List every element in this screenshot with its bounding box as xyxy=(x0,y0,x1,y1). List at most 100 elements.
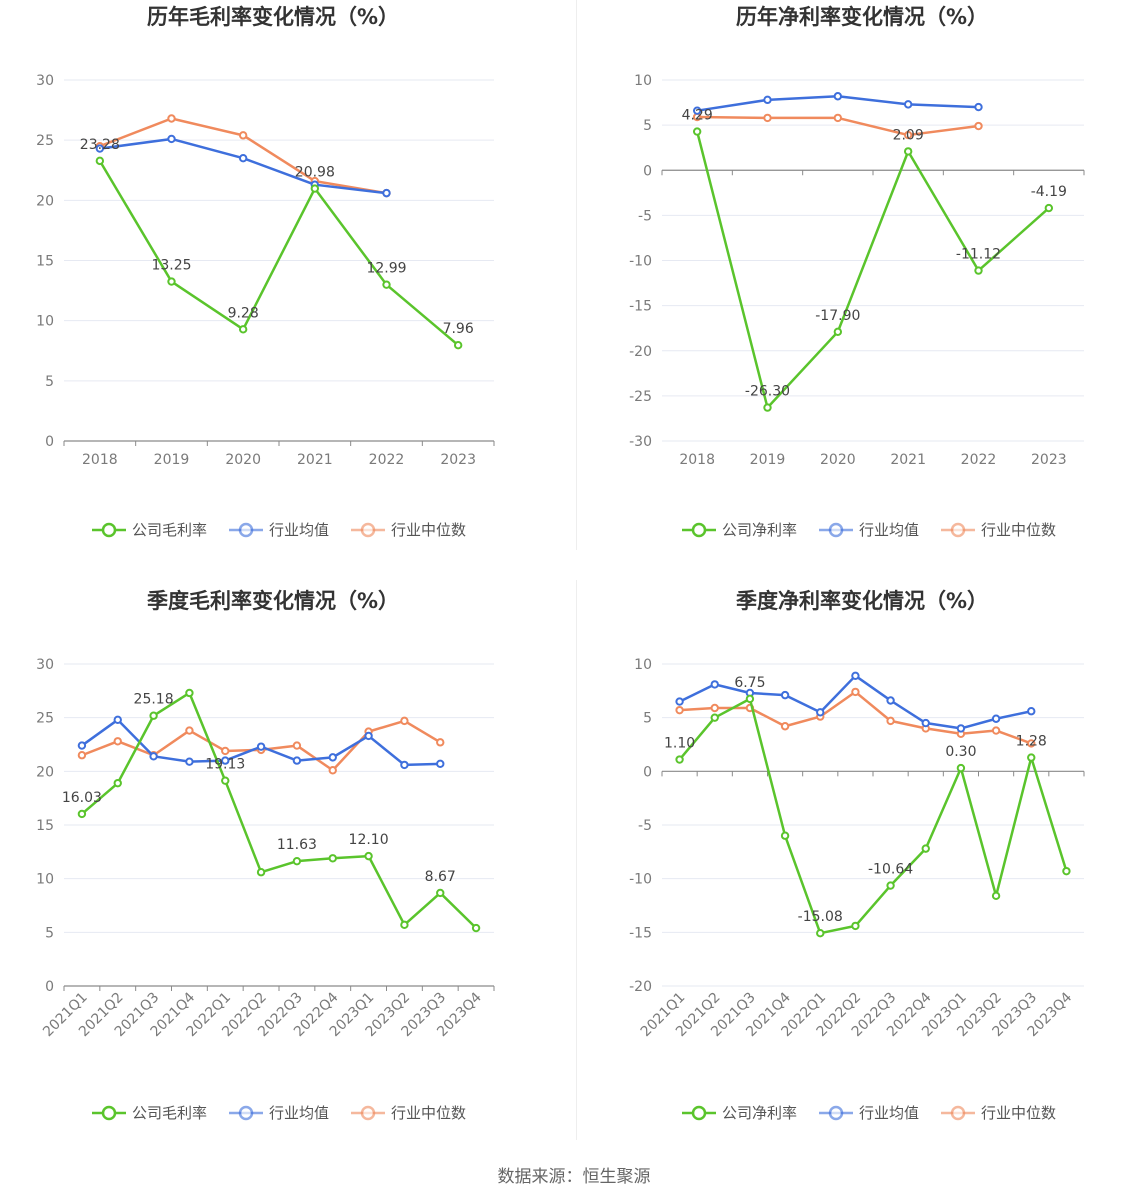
legend-item-company[interactable]: 公司净利率 xyxy=(682,1104,797,1122)
company-point[interactable] xyxy=(833,327,843,336)
average-point[interactable] xyxy=(292,756,302,765)
company-point[interactable] xyxy=(692,127,702,136)
average-point[interactable] xyxy=(77,741,87,750)
company-point[interactable] xyxy=(763,403,772,412)
average-point[interactable] xyxy=(921,718,930,728)
legend-item-average[interactable]: 行业均值 xyxy=(229,521,329,539)
company-point[interactable] xyxy=(1062,866,1071,876)
median-point[interactable] xyxy=(1027,739,1036,748)
average-point[interactable] xyxy=(256,742,266,751)
company-point[interactable] xyxy=(780,831,790,840)
company-point[interactable] xyxy=(185,688,194,698)
legend-marker xyxy=(950,1105,966,1121)
average-point[interactable] xyxy=(1027,707,1036,716)
company-point[interactable] xyxy=(1044,203,1054,213)
average-point[interactable] xyxy=(400,760,409,770)
median-point[interactable] xyxy=(833,113,843,123)
company-point[interactable] xyxy=(471,923,481,933)
legend-item-company[interactable]: 公司毛利率 xyxy=(92,521,207,539)
company-point[interactable] xyxy=(364,851,373,861)
company-point[interactable] xyxy=(328,854,337,863)
company-point[interactable] xyxy=(816,928,825,938)
average-point[interactable] xyxy=(903,100,913,109)
average-point[interactable] xyxy=(833,92,843,101)
average-point[interactable] xyxy=(780,690,790,700)
average-point[interactable] xyxy=(851,671,860,681)
median-point[interactable] xyxy=(238,131,248,140)
median-point[interactable] xyxy=(974,121,983,131)
median-point[interactable] xyxy=(780,722,790,731)
company-point[interactable] xyxy=(956,763,966,773)
average-point[interactable] xyxy=(991,714,1001,723)
legend-item-median[interactable]: 行业中位数 xyxy=(941,521,1056,539)
company-point[interactable] xyxy=(113,778,122,788)
average-point[interactable] xyxy=(149,752,158,761)
company-point[interactable] xyxy=(292,856,302,866)
legend-item-average[interactable]: 行业均值 xyxy=(229,1104,329,1122)
legend-item-company[interactable]: 公司毛利率 xyxy=(92,1104,207,1122)
company-point[interactable] xyxy=(851,921,860,931)
average-point[interactable] xyxy=(974,102,983,112)
median-point[interactable] xyxy=(113,737,122,746)
median-point[interactable] xyxy=(328,766,337,775)
median-point[interactable] xyxy=(400,716,409,726)
average-point[interactable] xyxy=(436,759,445,769)
median-point[interactable] xyxy=(763,113,772,123)
company-point[interactable] xyxy=(221,776,230,785)
company-point[interactable] xyxy=(382,280,391,289)
average-point[interactable] xyxy=(95,144,105,153)
median-point[interactable] xyxy=(77,751,87,760)
company-point[interactable] xyxy=(974,266,983,275)
average-point[interactable] xyxy=(692,106,702,115)
legend-item-average[interactable]: 行业均值 xyxy=(819,1104,919,1122)
median-point[interactable] xyxy=(436,738,445,747)
median-point[interactable] xyxy=(851,687,860,697)
company-point[interactable] xyxy=(903,147,913,156)
legend-item-median[interactable]: 行业中位数 xyxy=(351,1104,466,1122)
company-point[interactable] xyxy=(149,711,158,720)
median-point[interactable] xyxy=(710,703,719,713)
median-point[interactable] xyxy=(991,726,1001,735)
legend-item-company[interactable]: 公司净利率 xyxy=(682,521,797,539)
company-point[interactable] xyxy=(436,888,445,898)
average-point[interactable] xyxy=(710,680,719,689)
median-point[interactable] xyxy=(167,114,176,123)
legend-item-median[interactable]: 行业中位数 xyxy=(941,1104,1056,1122)
company-point[interactable] xyxy=(710,713,719,722)
company-point[interactable] xyxy=(1027,753,1036,762)
company-point[interactable] xyxy=(77,809,87,819)
average-point[interactable] xyxy=(221,756,230,765)
median-point[interactable] xyxy=(185,726,194,735)
average-point[interactable] xyxy=(364,731,373,741)
average-point[interactable] xyxy=(886,696,895,705)
average-point[interactable] xyxy=(113,715,122,725)
average-point[interactable] xyxy=(238,154,248,163)
median-point[interactable] xyxy=(886,716,895,726)
company-point[interactable] xyxy=(675,755,684,764)
average-point[interactable] xyxy=(328,753,337,762)
legend-item-median[interactable]: 行业中位数 xyxy=(351,521,466,539)
average-point[interactable] xyxy=(956,724,966,733)
average-point[interactable] xyxy=(675,697,684,706)
average-point[interactable] xyxy=(382,188,391,198)
median-point[interactable] xyxy=(292,741,302,750)
company-point[interactable] xyxy=(745,694,755,704)
average-point[interactable] xyxy=(167,134,176,144)
company-point[interactable] xyxy=(886,881,895,890)
company-point[interactable] xyxy=(95,156,105,166)
company-point[interactable] xyxy=(453,341,463,350)
company-point[interactable] xyxy=(310,184,320,193)
legend-item-average[interactable]: 行业均值 xyxy=(819,521,919,539)
company-point[interactable] xyxy=(167,277,176,286)
average-point[interactable] xyxy=(816,708,825,717)
company-point[interactable] xyxy=(256,868,266,877)
median-point[interactable] xyxy=(675,705,684,715)
median-point[interactable] xyxy=(903,130,913,140)
company-point[interactable] xyxy=(238,325,248,334)
average-point[interactable] xyxy=(185,757,194,766)
median-point[interactable] xyxy=(221,746,230,756)
company-point[interactable] xyxy=(991,891,1001,901)
average-point[interactable] xyxy=(763,95,772,105)
company-point[interactable] xyxy=(400,920,409,930)
company-point[interactable] xyxy=(921,844,930,853)
